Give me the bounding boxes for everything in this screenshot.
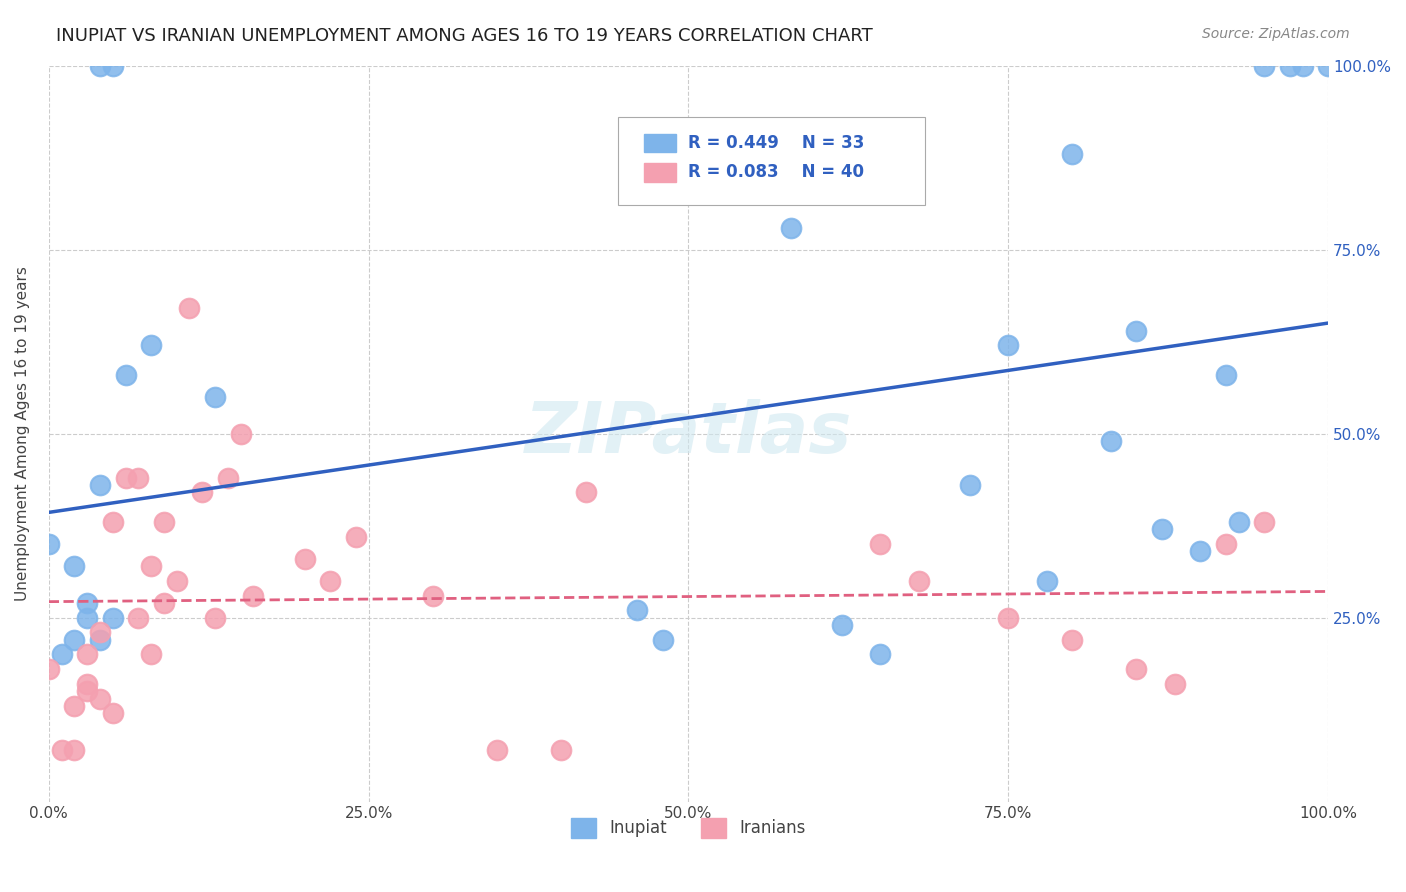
- Point: [485, 743, 508, 757]
- Point: [76, 684, 98, 698]
- Text: INUPIAT VS IRANIAN UNEMPLOYMENT AMONG AGES 16 TO 19 YEARS CORRELATION CHART: INUPIAT VS IRANIAN UNEMPLOYMENT AMONG AG…: [56, 27, 873, 45]
- Point: [575, 485, 598, 500]
- Point: [1099, 434, 1122, 448]
- Point: [997, 610, 1019, 624]
- Point: [1291, 59, 1313, 73]
- Point: [1125, 662, 1147, 676]
- Point: [1215, 537, 1237, 551]
- Point: [114, 368, 136, 382]
- FancyBboxPatch shape: [619, 117, 925, 205]
- Point: [179, 301, 201, 316]
- Point: [101, 610, 124, 624]
- Bar: [644, 163, 676, 182]
- Point: [89, 691, 111, 706]
- Point: [1215, 368, 1237, 382]
- Point: [1062, 632, 1084, 647]
- Point: [907, 574, 929, 588]
- Point: [1189, 544, 1212, 558]
- Point: [626, 603, 648, 617]
- Point: [63, 632, 86, 647]
- Point: [153, 596, 176, 610]
- Point: [38, 662, 60, 676]
- Point: [76, 677, 98, 691]
- Point: [831, 618, 853, 632]
- Point: [319, 574, 342, 588]
- Point: [89, 625, 111, 640]
- Point: [89, 632, 111, 647]
- Point: [869, 648, 891, 662]
- Point: [76, 596, 98, 610]
- Legend: Inupiat, Iranians: Inupiat, Iranians: [565, 811, 813, 845]
- Point: [63, 559, 86, 574]
- Point: [89, 59, 111, 73]
- Point: [76, 610, 98, 624]
- Point: [294, 551, 316, 566]
- Point: [63, 743, 86, 757]
- Point: [1125, 324, 1147, 338]
- Point: [101, 706, 124, 721]
- Text: R = 0.083    N = 40: R = 0.083 N = 40: [689, 163, 865, 181]
- Point: [114, 471, 136, 485]
- Point: [204, 610, 226, 624]
- Point: [1035, 574, 1057, 588]
- Y-axis label: Unemployment Among Ages 16 to 19 years: Unemployment Among Ages 16 to 19 years: [15, 266, 30, 601]
- Point: [779, 220, 801, 235]
- Point: [51, 648, 73, 662]
- Point: [422, 589, 444, 603]
- Point: [191, 485, 214, 500]
- Point: [1163, 677, 1185, 691]
- Point: [153, 515, 176, 529]
- Point: [166, 574, 188, 588]
- Point: [550, 743, 572, 757]
- Point: [139, 338, 162, 352]
- Point: [38, 537, 60, 551]
- Point: [139, 559, 162, 574]
- Point: [101, 59, 124, 73]
- Point: [651, 632, 673, 647]
- Point: [344, 530, 367, 544]
- Point: [1317, 59, 1340, 73]
- Point: [63, 698, 86, 713]
- Point: [229, 426, 252, 441]
- Point: [869, 537, 891, 551]
- Point: [217, 471, 239, 485]
- Point: [76, 648, 98, 662]
- Point: [127, 610, 149, 624]
- Point: [89, 478, 111, 492]
- Point: [1150, 522, 1173, 536]
- Point: [1278, 59, 1301, 73]
- Point: [1253, 59, 1275, 73]
- Point: [997, 338, 1019, 352]
- Point: [101, 515, 124, 529]
- Text: Source: ZipAtlas.com: Source: ZipAtlas.com: [1202, 27, 1350, 41]
- Text: R = 0.449    N = 33: R = 0.449 N = 33: [689, 134, 865, 152]
- Point: [1253, 515, 1275, 529]
- Text: ZIPatlas: ZIPatlas: [524, 399, 852, 468]
- Point: [51, 743, 73, 757]
- Point: [204, 390, 226, 404]
- Point: [127, 471, 149, 485]
- Point: [242, 589, 264, 603]
- Point: [1227, 515, 1250, 529]
- Bar: [644, 134, 676, 153]
- Point: [139, 648, 162, 662]
- Point: [1062, 147, 1084, 161]
- Point: [959, 478, 981, 492]
